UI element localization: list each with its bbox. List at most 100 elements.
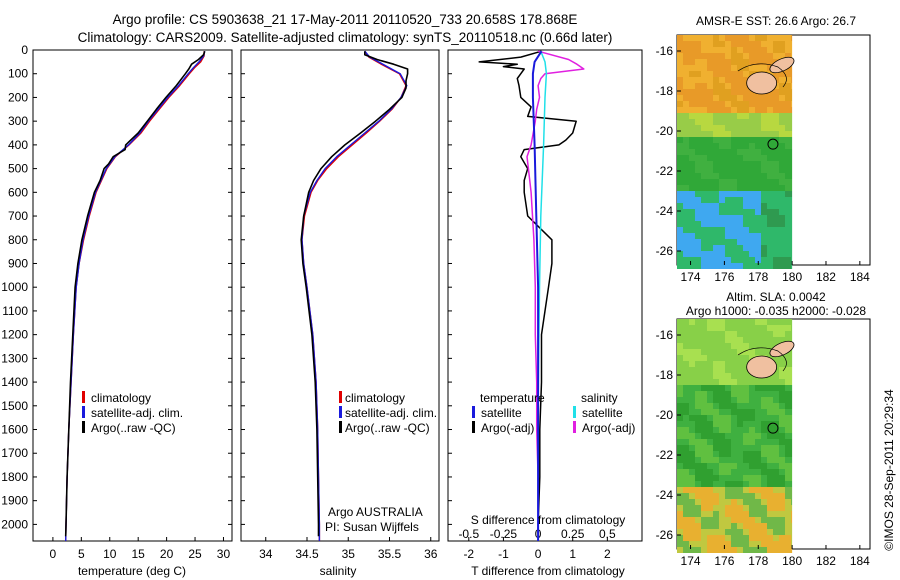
- map-cell: [779, 445, 785, 451]
- map-cell: [767, 337, 773, 343]
- map-cell: [761, 319, 767, 325]
- map-cell: [785, 541, 791, 547]
- map-cell: [743, 227, 749, 233]
- map-cell: [779, 233, 785, 239]
- map-cell: [779, 185, 785, 191]
- map-cell: [725, 337, 731, 343]
- map-cell: [767, 125, 773, 131]
- map-cell: [689, 397, 695, 403]
- lat-tick-label: -16: [656, 44, 674, 58]
- map-cell: [677, 53, 683, 59]
- map-cell: [725, 125, 731, 131]
- map-cell: [755, 385, 761, 391]
- map-cell: [683, 137, 689, 143]
- map-cell: [701, 397, 707, 403]
- map-cell: [749, 511, 755, 517]
- map-cell: [731, 403, 737, 409]
- island-viti-levu: [746, 71, 778, 95]
- map-cell: [737, 143, 743, 149]
- map-cell: [731, 523, 737, 529]
- map-cell: [755, 53, 761, 59]
- map-cell: [695, 463, 701, 469]
- map-cell: [695, 409, 701, 415]
- map-cell: [779, 337, 785, 343]
- map-cell: [767, 481, 773, 487]
- map-cell: [695, 197, 701, 203]
- map-cell: [701, 319, 707, 325]
- temperature-panel: 0 5 10 15 20 25 30: [50, 50, 230, 561]
- map-cell: [743, 113, 749, 119]
- map-cell: [719, 451, 725, 457]
- map-cell: [701, 325, 707, 331]
- map-cell: [713, 469, 719, 475]
- map-cell: [731, 439, 737, 445]
- map-cell: [755, 343, 761, 349]
- map-cell: [773, 379, 779, 385]
- map-cell: [779, 137, 785, 143]
- map-cell: [695, 331, 701, 337]
- map-cell: [761, 517, 767, 523]
- map-cell: [677, 445, 683, 451]
- map-cell: [689, 421, 695, 427]
- map-cell: [749, 185, 755, 191]
- map-cell: [731, 421, 737, 427]
- map-cell: [791, 325, 793, 331]
- map-cell: [707, 397, 713, 403]
- map-cell: [719, 101, 725, 107]
- map-cell: [749, 35, 755, 41]
- map-cell: [725, 65, 731, 71]
- map-cell: [695, 349, 701, 355]
- map-cell: [749, 173, 755, 179]
- map-cell: [785, 505, 791, 511]
- map-cell: [779, 221, 785, 227]
- map-cell: [719, 35, 725, 41]
- map-cell: [725, 95, 731, 101]
- map-cell: [767, 319, 773, 325]
- map-cell: [737, 343, 743, 349]
- map-cell: [779, 161, 785, 167]
- map-cell: [749, 493, 755, 499]
- map-cell: [779, 167, 785, 173]
- depth-tick-label: 1600: [1, 423, 28, 437]
- map-cell: [773, 385, 779, 391]
- map-cell: [743, 385, 749, 391]
- map-cell: [719, 397, 725, 403]
- map-cell: [701, 523, 707, 529]
- map-cell: [767, 493, 773, 499]
- map-cell: [689, 59, 695, 65]
- map-cell: [773, 523, 779, 529]
- map-cell: [773, 427, 779, 433]
- map-cell: [743, 137, 749, 143]
- map-cell: [755, 143, 761, 149]
- sla-map-title-line1: Altim. SLA: 0.0042: [726, 290, 826, 304]
- map-cell: [677, 197, 683, 203]
- map-cell: [743, 541, 749, 547]
- map-cell: [785, 511, 791, 517]
- map-cell: [707, 391, 713, 397]
- s-tick-label: -0.5: [458, 527, 479, 541]
- map-cell: [737, 137, 743, 143]
- map-cell: [707, 239, 713, 245]
- lon-tick-label: 182: [816, 270, 836, 284]
- map-cell: [725, 475, 731, 481]
- depth-axis: 0100200300400500600700800900100011001200…: [1, 43, 452, 531]
- map-cell: [791, 53, 793, 59]
- map-cell: [773, 325, 779, 331]
- map-cell: [713, 343, 719, 349]
- map-cell: [695, 185, 701, 191]
- map-cell: [737, 421, 743, 427]
- map-cell: [731, 239, 737, 245]
- map-cell: [779, 403, 785, 409]
- map-cell: [695, 415, 701, 421]
- map-cell: [713, 53, 719, 59]
- map-cell: [701, 65, 707, 71]
- map-cell: [743, 221, 749, 227]
- map-cell: [707, 409, 713, 415]
- map-cell: [791, 391, 793, 397]
- map-cell: [743, 41, 749, 47]
- map-cell: [677, 529, 683, 535]
- map-cell: [785, 391, 791, 397]
- map-cell: [791, 487, 793, 493]
- map-cell: [731, 101, 737, 107]
